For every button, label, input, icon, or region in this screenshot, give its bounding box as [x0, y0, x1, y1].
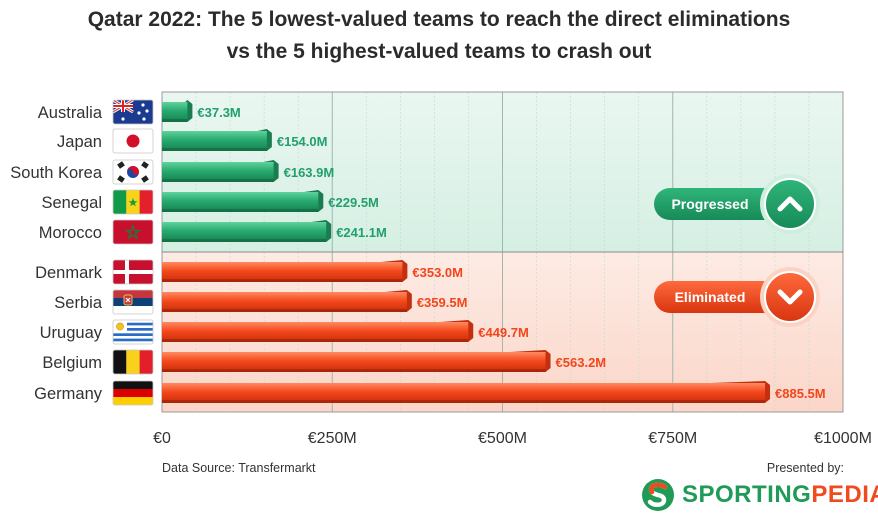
- bar-base-shade: [162, 400, 766, 403]
- x-tick-label: €1000M: [814, 430, 872, 447]
- bar-value-label: €353.0M: [412, 265, 463, 280]
- serbia-flag: [112, 289, 154, 315]
- bar-morocco: [162, 222, 327, 242]
- category-label: Senegal: [41, 194, 102, 212]
- sportingpedia-logo-icon: [642, 479, 674, 511]
- south-korea-flag: [112, 159, 154, 185]
- bar-south-korea: [162, 162, 274, 182]
- uruguay-flag: [112, 319, 154, 345]
- x-tick-label: €0: [153, 430, 171, 447]
- bar-serbia: [162, 292, 407, 312]
- belgium-flag: [112, 349, 154, 375]
- bar-base-shade: [162, 179, 274, 182]
- bar-belgium: [162, 352, 546, 372]
- category-label: Denmark: [35, 264, 103, 282]
- brand-name-part-1: SPORTING: [682, 481, 812, 508]
- bar-value-label: €241.1M: [336, 225, 387, 240]
- bar-value-label: €359.5M: [417, 295, 468, 310]
- brand-name-part-2: PEDIA: [811, 481, 878, 508]
- category-label: Morocco: [39, 224, 102, 242]
- bar-base-shade: [162, 279, 403, 282]
- badge-circle: [764, 271, 816, 323]
- bar-value-label: €563.2M: [556, 355, 607, 370]
- category-label: Japan: [57, 133, 102, 151]
- bar-base-shade: [162, 369, 546, 372]
- bar-senegal: [162, 192, 319, 212]
- germany-flag: [112, 380, 154, 406]
- bar-value-label: €229.5M: [328, 195, 379, 210]
- chart-title-line-1: Qatar 2022: The 5 lowest-valued teams to…: [87, 8, 791, 31]
- bar-value-label: €163.9M: [284, 165, 335, 180]
- australia-flag: [112, 99, 154, 125]
- bar-base-shade: [162, 148, 267, 151]
- badge-pill: [654, 281, 794, 313]
- bar-base-shade: [162, 309, 407, 312]
- x-tick-label: €750M: [648, 430, 697, 447]
- presented-by-label: Presented by:: [766, 461, 844, 475]
- japan-flag: [112, 128, 154, 154]
- chevron-up-icon: [777, 196, 803, 212]
- bar-denmark: [162, 262, 403, 282]
- bar-value-label: €885.5M: [775, 386, 826, 401]
- bar-uruguay: [162, 322, 469, 342]
- badge-circle: [764, 178, 816, 230]
- category-label: South Korea: [10, 164, 103, 182]
- category-label: Uruguay: [40, 324, 103, 342]
- bar-australia: [162, 102, 188, 122]
- chart-title-line-2: vs the 5 highest-valued teams to crash o…: [226, 40, 652, 63]
- progressed-badge: Progressed: [654, 174, 820, 234]
- badge-label: Progressed: [671, 196, 748, 212]
- bar-value-label: €449.7M: [478, 325, 529, 340]
- chevron-down-icon: [777, 289, 803, 305]
- bar-value-label: €154.0M: [277, 134, 328, 149]
- morocco-flag: [112, 219, 154, 245]
- sportingpedia-logo: SPORTINGPEDIA: [640, 478, 878, 512]
- bar-base-shade: [162, 239, 327, 242]
- x-tick-label: €500M: [478, 430, 527, 447]
- bar-base-shade: [162, 119, 188, 122]
- bar-base-shade: [162, 209, 319, 212]
- denmark-flag: [112, 259, 154, 285]
- bar-germany: [162, 383, 766, 403]
- senegal-flag: [112, 189, 154, 215]
- bar-base-shade: [162, 339, 469, 342]
- x-tick-label: €250M: [308, 430, 357, 447]
- category-label: Australia: [38, 104, 103, 122]
- data-source-note: Data Source: Transfermarkt: [162, 461, 316, 475]
- category-label: Germany: [34, 385, 103, 403]
- category-label: Belgium: [42, 354, 102, 372]
- eliminated-badge: Eliminated: [654, 267, 820, 327]
- badge-label: Eliminated: [675, 289, 746, 305]
- bar-japan: [162, 131, 267, 151]
- bar-value-label: €37.3M: [197, 105, 240, 120]
- category-label: Serbia: [54, 294, 103, 312]
- badge-pill: [654, 188, 794, 220]
